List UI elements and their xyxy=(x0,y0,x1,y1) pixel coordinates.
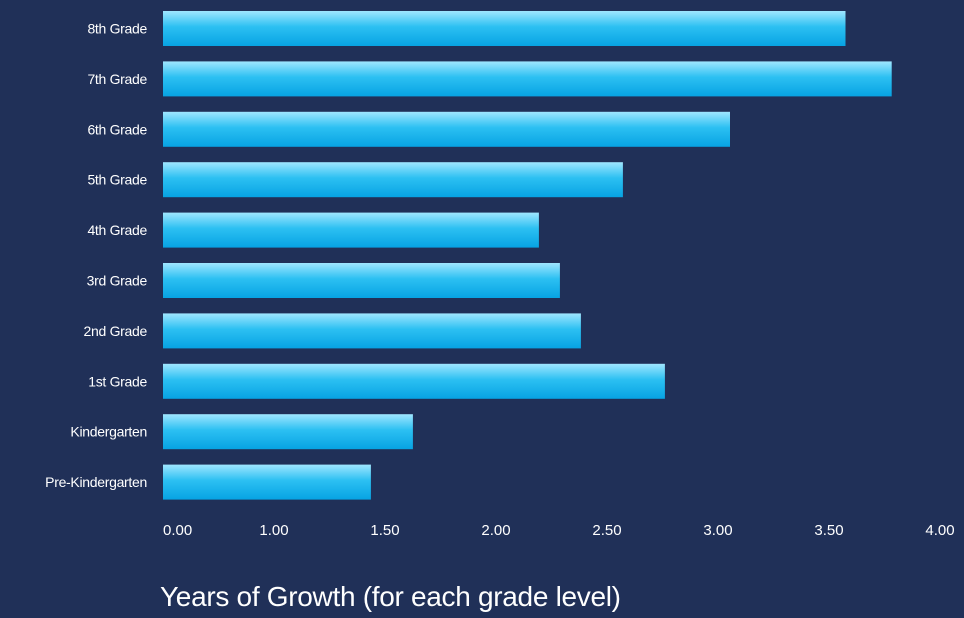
category-label-5th-grade: 5th Grade xyxy=(87,172,147,188)
bar-pre-kindergarten xyxy=(163,464,371,500)
x-tick-label-0: 0.00 xyxy=(163,522,192,539)
x-axis-ticks: 0.00 1.00 1.50 2.00 2.50 3.00 3.50 4.00 xyxy=(163,522,955,539)
bar-1st-grade xyxy=(163,363,665,399)
x-tick-label-3: 2.00 xyxy=(481,522,510,539)
category-labels: 8th Grade 7th Grade 6th Grade 5th Grade 4th … xyxy=(45,21,148,491)
category-label-4th-grade: 4th Grade xyxy=(87,222,147,238)
category-label-2nd-grade: 2nd Grade xyxy=(84,323,148,339)
bar-3rd-grade xyxy=(163,263,560,298)
category-label-7th-grade: 7th Grade xyxy=(87,71,147,87)
x-tick-label-2: 1.50 xyxy=(370,522,399,539)
bar-7th-grade xyxy=(163,61,892,97)
bar-8th-grade xyxy=(163,11,846,46)
x-tick-label-7: 4.00 xyxy=(925,522,954,539)
x-tick-label-6: 3.50 xyxy=(814,522,843,539)
bar-6th-grade xyxy=(163,111,730,147)
category-label-1st-grade: 1st Grade xyxy=(88,373,147,389)
category-label-6th-grade: 6th Grade xyxy=(87,121,147,137)
category-label-pre-kindergarten: Pre-Kindergarten xyxy=(45,474,147,490)
x-tick-label-4: 2.50 xyxy=(592,522,621,539)
category-label-3rd-grade: 3rd Grade xyxy=(87,273,148,289)
bar-kindergarten xyxy=(163,414,413,450)
bar-5th-grade xyxy=(163,162,623,198)
x-tick-label-5: 3.00 xyxy=(703,522,732,539)
category-label-8th-grade: 8th Grade xyxy=(87,21,147,37)
bars-layer xyxy=(163,11,892,500)
x-tick-label-1: 1.00 xyxy=(259,522,288,539)
bar-4th-grade xyxy=(163,212,539,248)
category-label-kindergarten: Kindergarten xyxy=(70,424,147,440)
x-axis-title: Years of Growth (for each grade level) xyxy=(160,581,621,612)
bar-2nd-grade xyxy=(163,313,581,349)
